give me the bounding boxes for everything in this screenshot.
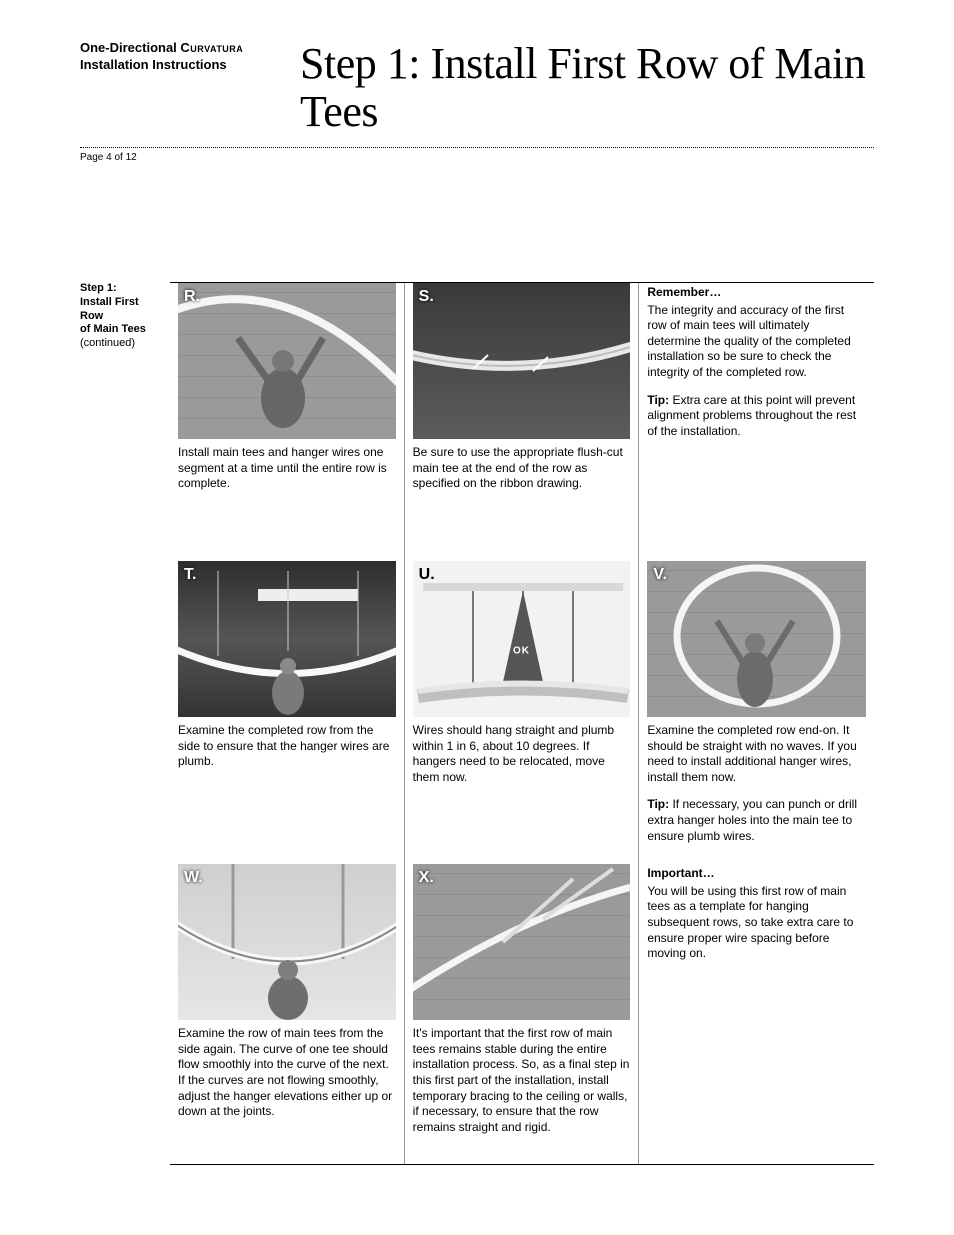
cell-W: W. Examine the row of main tees from the…	[170, 864, 405, 1164]
content-area: Step 1: Install First Row of Main Tees (…	[80, 282, 874, 1165]
figure-S: S.	[413, 283, 631, 439]
v-tip-body: If necessary, you can punch or drill ext…	[647, 797, 857, 842]
cell-X: X. It's important that the first row of …	[405, 864, 640, 1164]
important-heading: Important…	[647, 866, 866, 882]
cell-S: S. Be sure to use the appropriate flush-…	[405, 283, 640, 561]
caption-T: Examine the completed row from the side …	[178, 723, 396, 770]
figure-label-R: R.	[184, 287, 200, 308]
cell-U: U. OK Wires should hang straight and plu…	[405, 561, 640, 864]
doc-line2: Installation Instructions	[80, 57, 227, 72]
figure-svg-X	[413, 864, 631, 1020]
figure-T: T.	[178, 561, 396, 717]
sidebar-l1: Step 1:	[80, 282, 162, 296]
remember-heading: Remember…	[647, 285, 866, 301]
cell-remember: Remember… The integrity and accuracy of …	[639, 283, 874, 561]
remember-tip-body: Extra care at this point will prevent al…	[647, 393, 856, 438]
cell-important: Important… You will be using this first …	[639, 864, 874, 1164]
caption-W: Examine the row of main tees from the si…	[178, 1026, 396, 1120]
caption-X: It's important that the first row of mai…	[413, 1026, 631, 1135]
cell-R: R. Install main tees and hanger wires on…	[170, 283, 405, 561]
page-indicator: Page 4 of 12	[80, 152, 137, 163]
figure-X: X.	[413, 864, 631, 1020]
figure-svg-R	[178, 283, 396, 439]
document-subtitle: One-Directional Curvatura Installation I…	[80, 40, 260, 74]
figure-svg-U	[413, 561, 631, 717]
v-tip-label: Tip:	[647, 797, 669, 811]
page-title: Step 1: Install First Row of Main Tees	[300, 40, 874, 137]
figure-svg-V	[647, 561, 866, 717]
figure-label-S: S.	[419, 287, 434, 308]
figure-label-X: X.	[419, 868, 434, 889]
ok-badge: OK	[513, 645, 530, 658]
doc-line1: One-Directional	[80, 40, 180, 55]
caption-V: Examine the completed row end-on. It sho…	[647, 723, 866, 785]
remember-tip-label: Tip:	[647, 393, 669, 407]
figure-label-V: V.	[653, 565, 667, 586]
sidebar-l2: Install First Row	[80, 296, 162, 324]
cell-V: V. Examine the completed row end-on. It …	[639, 561, 874, 864]
instruction-grid: R. Install main tees and hanger wires on…	[170, 282, 874, 1165]
figure-svg-T	[178, 561, 396, 717]
figure-U: U. OK	[413, 561, 631, 717]
sidebar-l3: of Main Tees	[80, 323, 162, 337]
figure-label-U: U.	[419, 565, 435, 586]
caption-S: Be sure to use the appropriate flush-cut…	[413, 445, 631, 492]
figure-W: W.	[178, 864, 396, 1020]
figure-svg-W	[178, 864, 396, 1020]
header-rule	[80, 147, 874, 148]
figure-R: R.	[178, 283, 396, 439]
cell-T: T. Examine the completed row from the si…	[170, 561, 405, 864]
figure-svg-S	[413, 283, 631, 439]
figure-label-T: T.	[184, 565, 196, 586]
remember-body: The integrity and accuracy of the first …	[647, 303, 866, 381]
doc-line1-smallcaps: Curvatura	[180, 40, 243, 55]
caption-U: Wires should hang straight and plumb wit…	[413, 723, 631, 785]
important-body: You will be using this first row of main…	[647, 884, 866, 962]
figure-V: V.	[647, 561, 866, 717]
sidebar-l4: (continued)	[80, 337, 162, 351]
caption-R: Install main tees and hanger wires one s…	[178, 445, 396, 492]
step-sidebar: Step 1: Install First Row of Main Tees (…	[80, 282, 170, 1165]
figure-label-W: W.	[184, 868, 203, 889]
